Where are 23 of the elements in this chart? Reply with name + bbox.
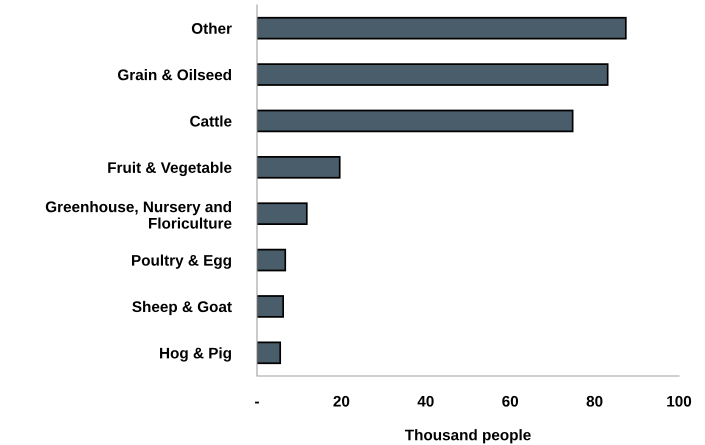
x-tick-label: 100 (667, 396, 692, 407)
bar (257, 342, 282, 364)
bar (257, 110, 574, 132)
y-tick-label: Poultry & Egg (132, 254, 231, 269)
y-tick-label: Sheep & Goat (132, 300, 232, 316)
y-tick-label: Hog & Pig (160, 347, 231, 362)
x-tick-label: 80 (586, 396, 602, 407)
x-tick-label: - (255, 402, 259, 404)
y-tick-label: Cattle (190, 115, 232, 127)
y-tick-label: Fruit & Vegetable (108, 162, 232, 176)
bar (257, 248, 286, 272)
y-tick-label: Grain & Oilseed (118, 69, 231, 80)
x-tick-label: 20 (333, 396, 350, 407)
bar (257, 156, 341, 179)
x-tick-label: 40 (418, 396, 434, 407)
bar (257, 295, 284, 318)
y-tick-label: Greenhouse, Nursery and Floriculture (46, 201, 232, 229)
y-tick-label: Other (192, 22, 232, 34)
bar (257, 202, 308, 225)
bar (257, 63, 609, 86)
x-axis-title: Thousand people (404, 429, 531, 444)
bar (257, 16, 627, 40)
x-tick-label: 60 (502, 396, 518, 407)
